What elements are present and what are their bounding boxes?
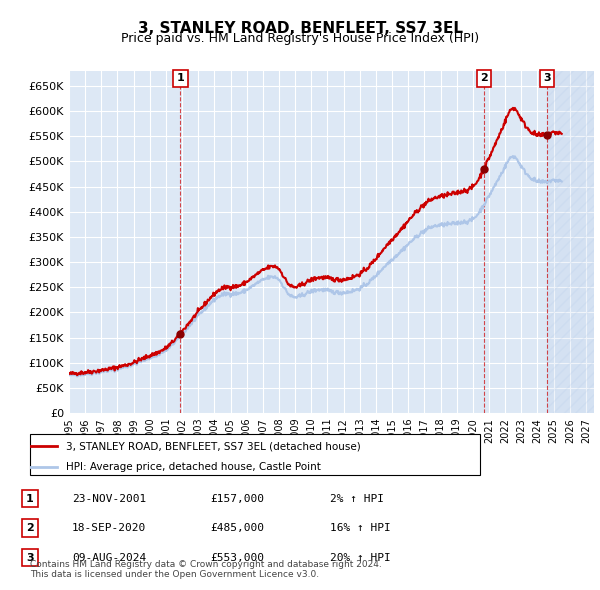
Text: 3: 3 [544, 73, 551, 83]
Text: 1: 1 [176, 73, 184, 83]
FancyBboxPatch shape [30, 434, 480, 475]
Text: 1: 1 [26, 494, 34, 503]
Text: 2: 2 [480, 73, 488, 83]
Bar [547, 71, 594, 413]
Text: HPI: Average price, detached house, Castle Point: HPI: Average price, detached house, Cast… [66, 462, 321, 471]
Text: 23-NOV-2001: 23-NOV-2001 [72, 494, 146, 503]
Text: £485,000: £485,000 [210, 523, 264, 533]
Text: 2% ↑ HPI: 2% ↑ HPI [330, 494, 384, 503]
Text: Contains HM Land Registry data © Crown copyright and database right 2024.
This d: Contains HM Land Registry data © Crown c… [30, 560, 382, 579]
Text: Price paid vs. HM Land Registry's House Price Index (HPI): Price paid vs. HM Land Registry's House … [121, 32, 479, 45]
Text: 16% ↑ HPI: 16% ↑ HPI [330, 523, 391, 533]
Text: 3, STANLEY ROAD, BENFLEET, SS7 3EL: 3, STANLEY ROAD, BENFLEET, SS7 3EL [137, 21, 463, 35]
Text: 3: 3 [26, 553, 34, 562]
Text: 09-AUG-2024: 09-AUG-2024 [72, 553, 146, 562]
Text: 2: 2 [26, 523, 34, 533]
Text: £553,000: £553,000 [210, 553, 264, 562]
Text: 20% ↑ HPI: 20% ↑ HPI [330, 553, 391, 562]
Text: 3, STANLEY ROAD, BENFLEET, SS7 3EL (detached house): 3, STANLEY ROAD, BENFLEET, SS7 3EL (deta… [66, 441, 361, 451]
Text: 18-SEP-2020: 18-SEP-2020 [72, 523, 146, 533]
Text: £157,000: £157,000 [210, 494, 264, 503]
